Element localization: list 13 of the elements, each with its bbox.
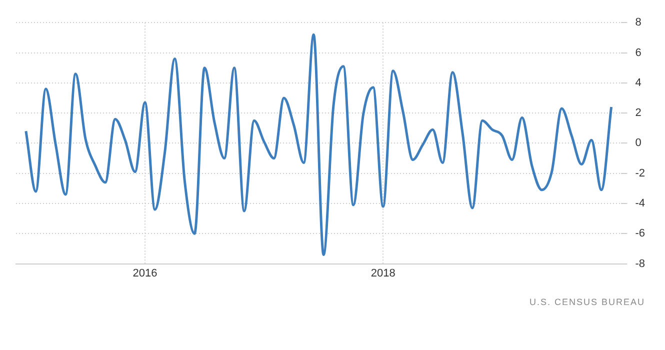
y-tick-label: -6 — [635, 228, 645, 240]
y-tick-label: 0 — [635, 137, 642, 150]
line-series — [24, 33, 613, 256]
y-tick-label: 8 — [635, 16, 642, 29]
x-tick-label: 2018 — [370, 267, 396, 280]
y-tick-label: 2 — [635, 107, 642, 120]
y-tick-label: -4 — [635, 198, 645, 210]
text: U.S. CENSUS BUREAU — [528, 297, 646, 307]
y-tick-label: 4 — [635, 76, 642, 89]
y-tick-label: 6 — [635, 46, 642, 59]
x-tick-label: 2016 — [132, 267, 158, 280]
y-tick-label: -2 — [635, 167, 645, 180]
y-tick-label: -8 — [635, 258, 645, 270]
